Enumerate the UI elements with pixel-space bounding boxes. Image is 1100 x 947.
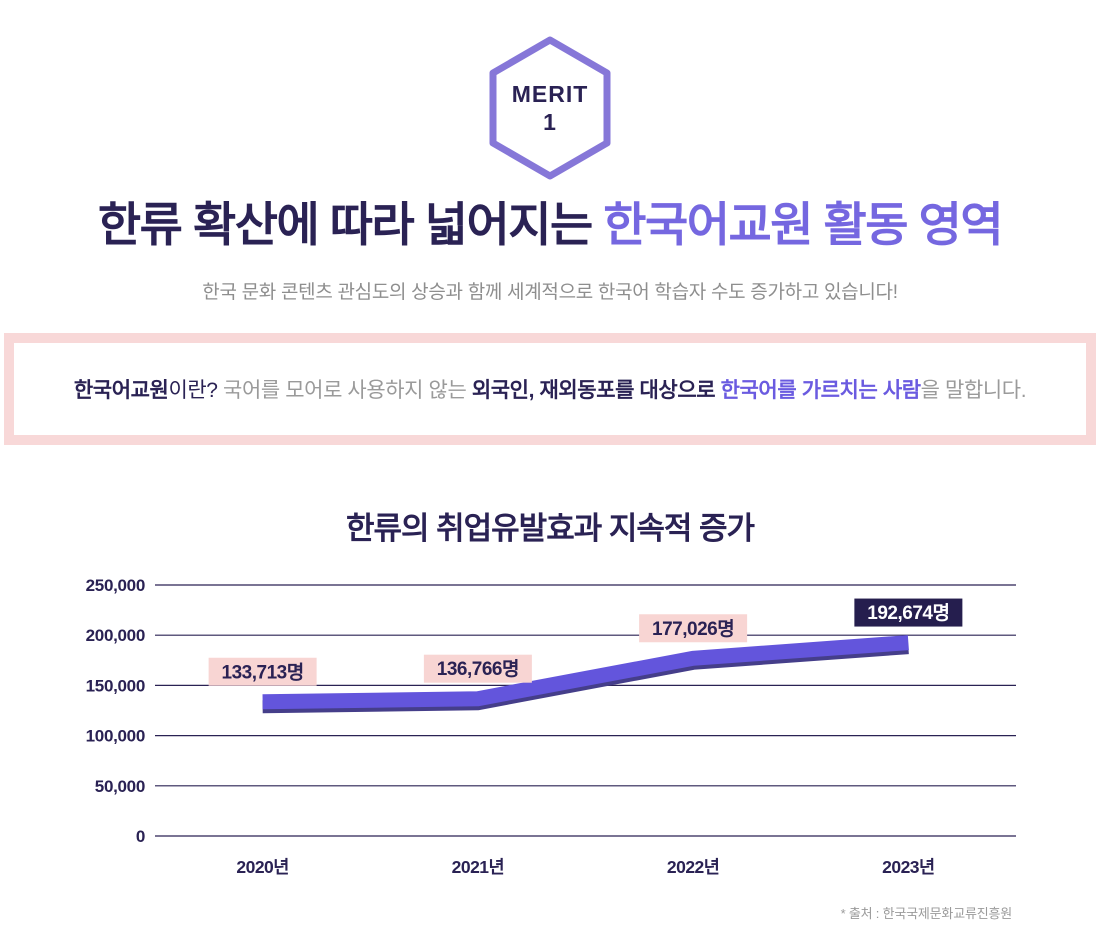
- definition-segment-4: 한국어를 가르치는 사람: [720, 379, 921, 402]
- chart-title: 한류의 취업유발효과 지속적 증가: [345, 511, 755, 546]
- data-label-3: 192,674명: [867, 602, 949, 624]
- merit-label: MERIT: [511, 80, 589, 107]
- data-label-bg-1: [423, 654, 532, 683]
- series-line: [262, 635, 909, 710]
- subtitle: 한국 문화 콘텐츠 관심도의 상승과 함께 세계적으로 한국어 학습자 수도 증…: [202, 282, 898, 303]
- y-tick-0: 0: [136, 827, 145, 846]
- definition-segment-3: 외국인, 재외동포를 대상으로: [471, 379, 721, 402]
- x-tick-2021년: 2021년: [452, 857, 505, 877]
- headline-part1: 한류 확산에 따라 넓어지는: [97, 198, 604, 251]
- definition-segment-1: 이란?: [168, 379, 224, 402]
- x-tick-2022년: 2022년: [667, 857, 720, 877]
- y-tick-100,000: 100,000: [86, 727, 145, 746]
- x-tick-2020년: 2020년: [236, 857, 289, 877]
- employment-chart: 0 50,000 100,000 150,000 200,000 250,000 2020년…: [86, 576, 1016, 877]
- y-tick-200,000: 200,000: [86, 626, 145, 645]
- data-label-0: 133,713명: [222, 661, 304, 683]
- y-tick-250,000: 250,000: [86, 576, 145, 595]
- headline-part2: 한국어교원 활동 영역: [603, 198, 1003, 251]
- definition-box: 한국어교원이란? 국어를 모어로 사용하지 않는 외국인, 재외동포를 대상으로…: [4, 333, 1096, 445]
- definition-text: 한국어교원이란? 국어를 모어로 사용하지 않는 외국인, 재외동포를 대상으로…: [73, 374, 1027, 404]
- definition-segment-5: 을 말합니다.: [920, 379, 1027, 402]
- data-label-2: 177,026명: [652, 618, 734, 640]
- hexagon-icon: [489, 36, 611, 180]
- data-label-bg-0: [208, 657, 317, 686]
- source-note: * 출처 : 한국국제문화교류진흥원: [840, 906, 1013, 921]
- data-label-bg-2: [639, 614, 748, 643]
- merit-number: 1: [543, 109, 557, 135]
- x-tick-2023년: 2023년: [882, 857, 935, 877]
- merit-badge: MERIT 1: [0, 36, 1100, 180]
- data-label-bg-3: [854, 598, 963, 627]
- definition-segment-0: 한국어교원: [73, 379, 169, 402]
- y-tick-50,000: 50,000: [95, 777, 145, 796]
- main-headline: 한류 확산에 따라 넓어지는 한국어교원 활동 영역: [0, 192, 1100, 258]
- data-label-1: 136,766명: [437, 658, 519, 680]
- definition-segment-2: 국어를 모어로 사용하지 않는: [223, 379, 472, 402]
- y-tick-150,000: 150,000: [86, 676, 145, 695]
